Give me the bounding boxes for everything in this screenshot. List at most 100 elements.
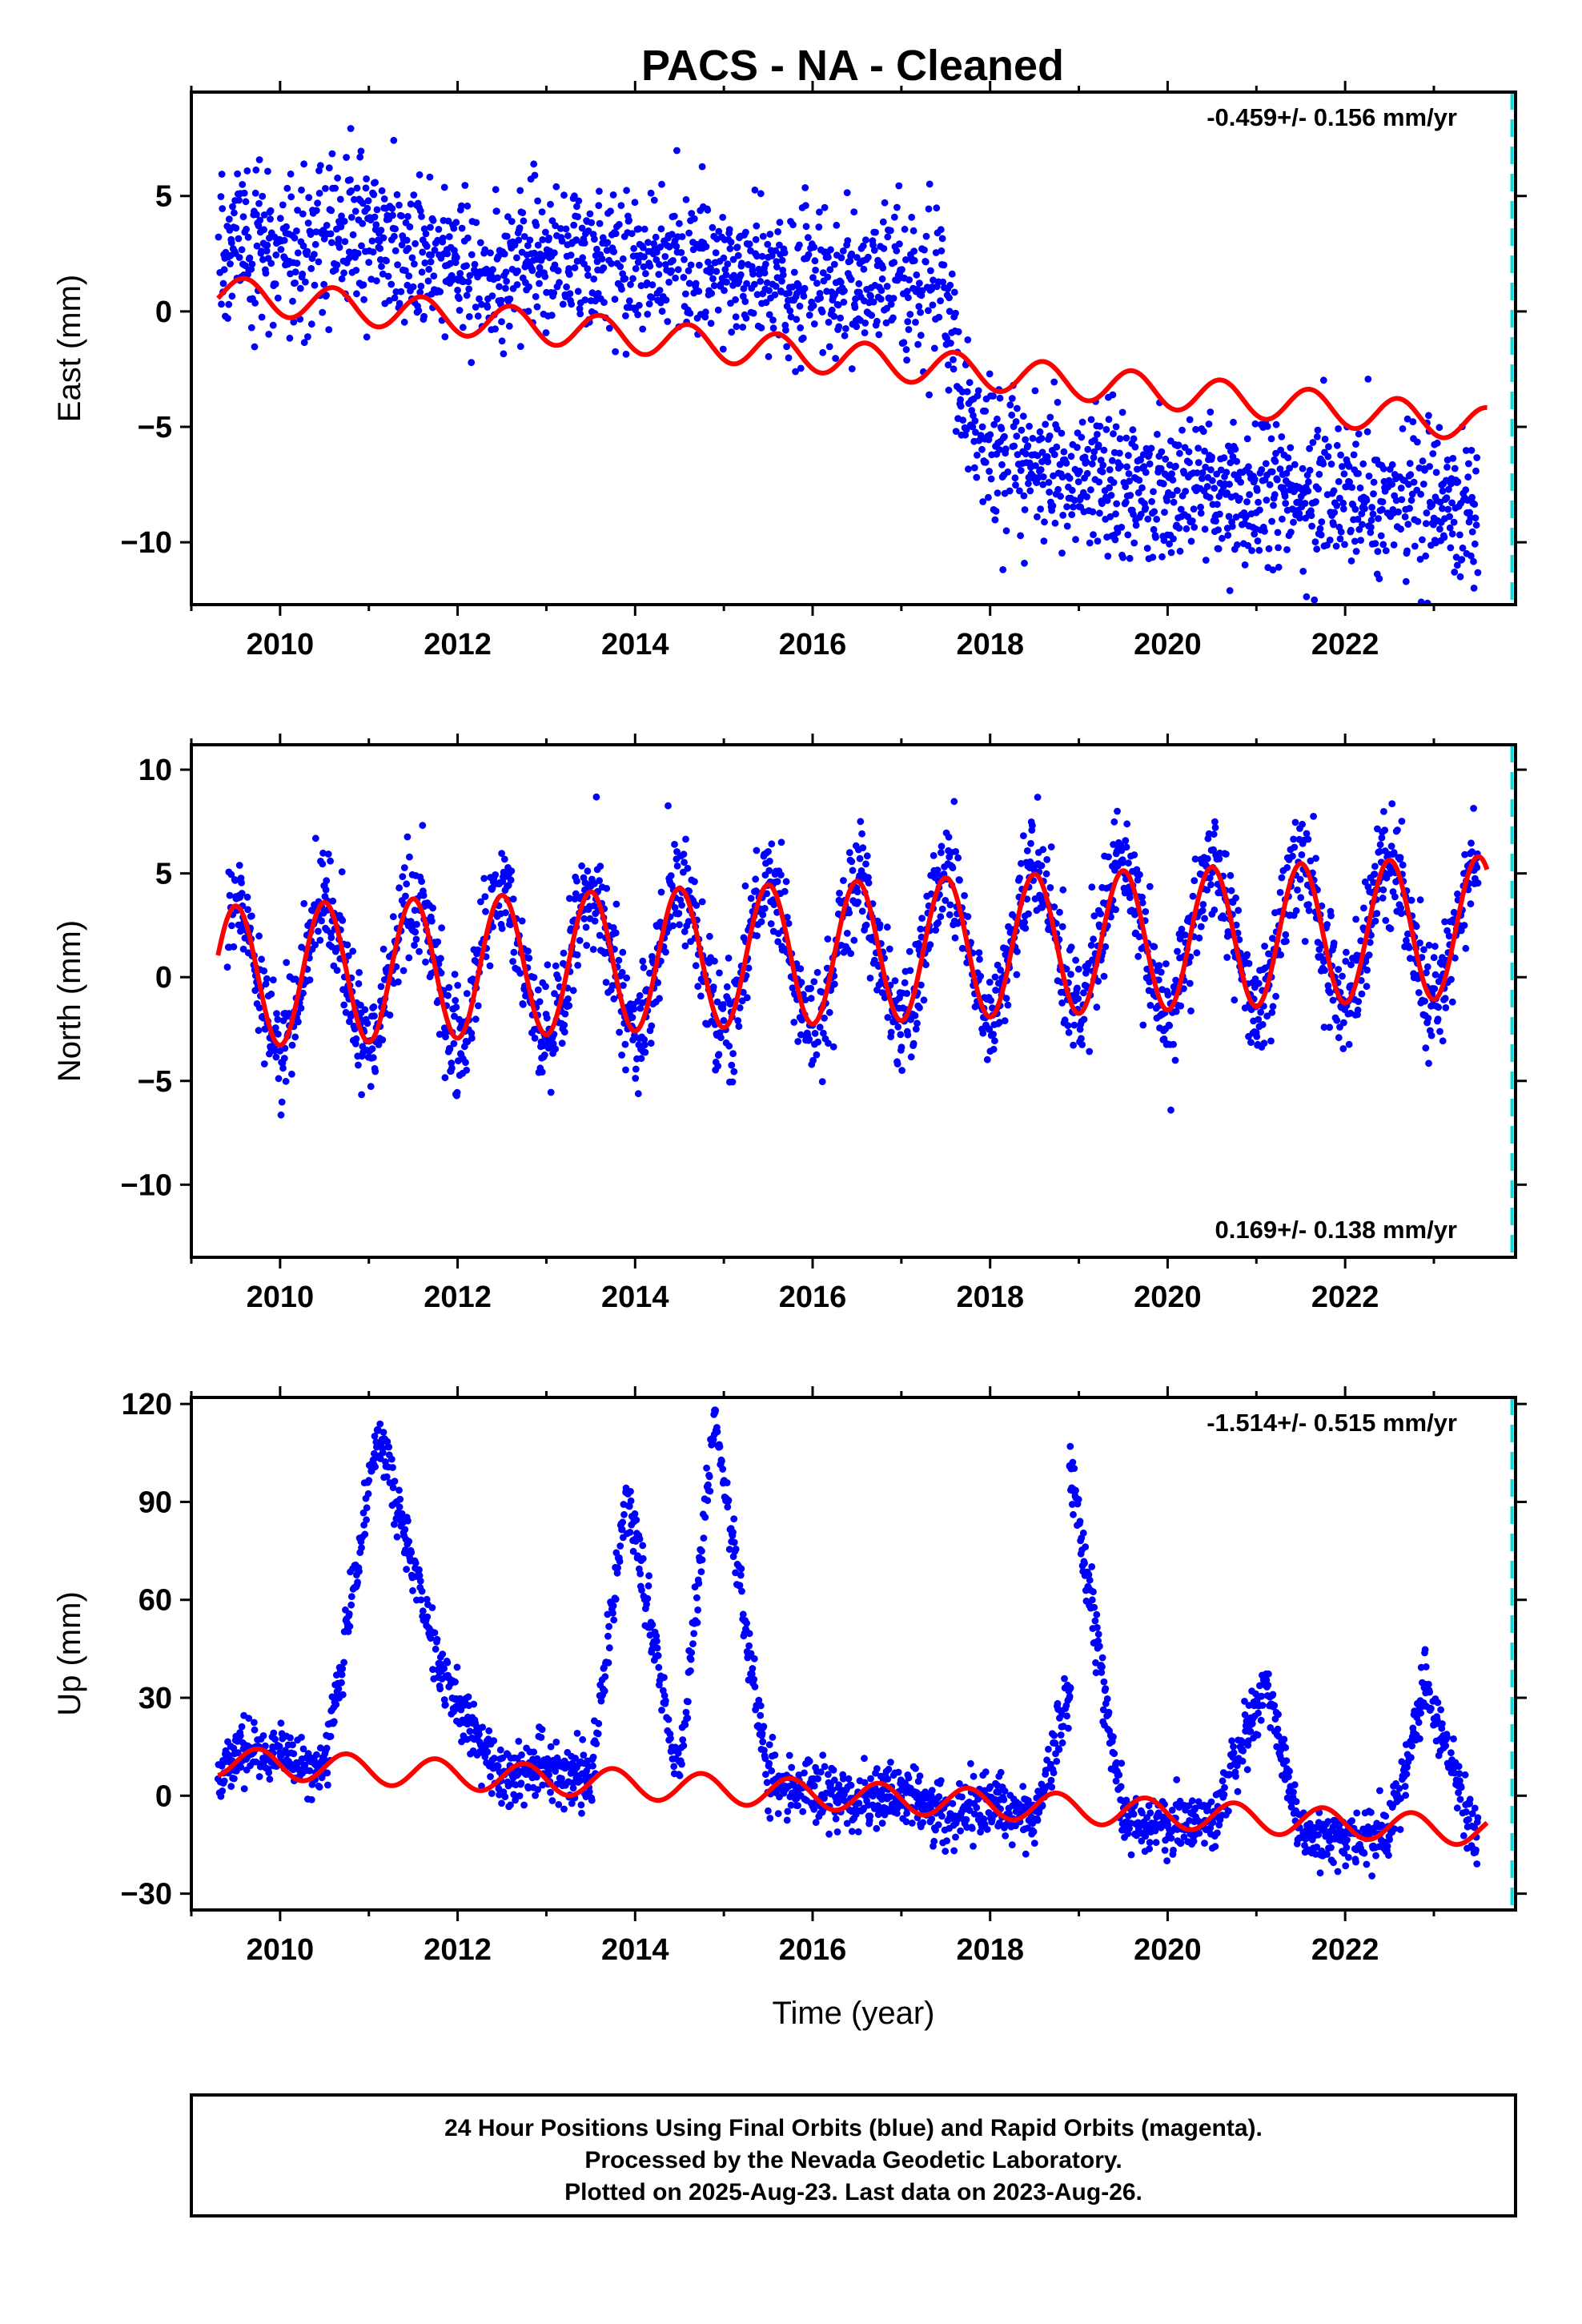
data-point <box>320 280 327 288</box>
data-point <box>1088 460 1096 468</box>
data-point <box>727 239 735 246</box>
data-point <box>323 222 331 229</box>
data-point <box>903 356 910 364</box>
data-point <box>1040 537 1048 545</box>
data-point <box>224 315 231 322</box>
data-point <box>526 236 534 244</box>
data-point <box>1456 573 1464 581</box>
data-point <box>227 870 235 879</box>
data-point <box>446 1045 454 1053</box>
data-point <box>584 867 592 875</box>
data-point <box>323 877 331 884</box>
data-point <box>1417 490 1424 498</box>
data-point <box>930 276 937 284</box>
data-point <box>1324 452 1332 460</box>
data-point <box>558 1039 566 1047</box>
data-point <box>639 243 647 251</box>
data-point <box>235 196 243 204</box>
data-point <box>982 408 990 415</box>
data-point <box>1388 800 1396 807</box>
data-point <box>1364 376 1372 383</box>
data-point <box>733 323 741 331</box>
data-point <box>905 326 913 333</box>
data-point <box>315 1783 323 1791</box>
data-point <box>502 284 509 292</box>
data-point <box>890 213 898 221</box>
data-point <box>954 854 962 862</box>
data-point <box>351 207 359 215</box>
data-point <box>225 215 233 223</box>
data-point <box>622 350 630 358</box>
data-point <box>596 877 603 884</box>
data-point <box>848 250 856 258</box>
data-point <box>1201 447 1208 455</box>
data-point <box>1251 420 1259 428</box>
data-point <box>599 234 607 242</box>
data-point <box>996 394 1004 402</box>
data-point <box>709 223 717 231</box>
data-point <box>359 1509 367 1517</box>
data-point <box>379 1429 387 1436</box>
data-point <box>1397 525 1404 533</box>
x-tick-label: 2010 <box>247 628 315 661</box>
data-point <box>1256 506 1263 514</box>
data-point <box>1194 469 1201 476</box>
data-point <box>498 337 506 345</box>
data-point <box>1472 514 1480 522</box>
data-point <box>1124 531 1132 539</box>
data-point <box>416 947 423 955</box>
data-point <box>1397 910 1405 918</box>
data-point <box>255 932 263 940</box>
data-point <box>558 237 566 245</box>
data-point <box>287 193 295 201</box>
data-point <box>274 1015 282 1023</box>
data-point <box>1423 509 1431 517</box>
data-point <box>1054 485 1062 493</box>
data-point <box>520 233 528 240</box>
data-point <box>359 199 367 207</box>
data-point <box>709 275 717 283</box>
data-point <box>862 860 869 868</box>
data-point <box>1170 535 1177 543</box>
data-point <box>612 230 620 238</box>
data-point <box>765 311 773 319</box>
data-point <box>1094 431 1101 438</box>
data-point <box>1226 480 1233 489</box>
data-point <box>277 1111 285 1119</box>
data-point <box>1369 510 1377 518</box>
data-point <box>418 213 425 220</box>
data-point <box>468 359 476 367</box>
data-point <box>560 1021 568 1029</box>
data-point <box>1187 1007 1195 1015</box>
data-point <box>383 257 390 265</box>
data-point <box>640 963 648 971</box>
data-point <box>762 260 769 268</box>
data-point <box>282 1077 290 1085</box>
data-point <box>938 842 946 850</box>
data-point <box>623 187 630 195</box>
data-point <box>1468 447 1476 454</box>
data-point <box>262 980 270 988</box>
data-point <box>1206 494 1214 501</box>
data-point <box>747 895 755 903</box>
data-point <box>1100 446 1108 454</box>
data-point <box>404 244 412 252</box>
data-point <box>1153 516 1161 523</box>
data-point <box>1054 425 1061 433</box>
data-point <box>1355 469 1362 477</box>
data-point <box>887 227 894 235</box>
data-point <box>1134 876 1142 884</box>
data-point <box>850 936 858 944</box>
data-point <box>782 878 790 886</box>
data-point <box>1203 483 1211 490</box>
data-point <box>551 261 559 269</box>
data-point <box>697 992 705 1000</box>
data-point <box>600 264 608 271</box>
data-point <box>1428 501 1435 509</box>
data-point <box>966 379 974 387</box>
data-point <box>563 283 570 291</box>
data-point <box>1431 943 1439 951</box>
data-point <box>1422 1044 1430 1051</box>
data-point <box>1058 999 1066 1007</box>
